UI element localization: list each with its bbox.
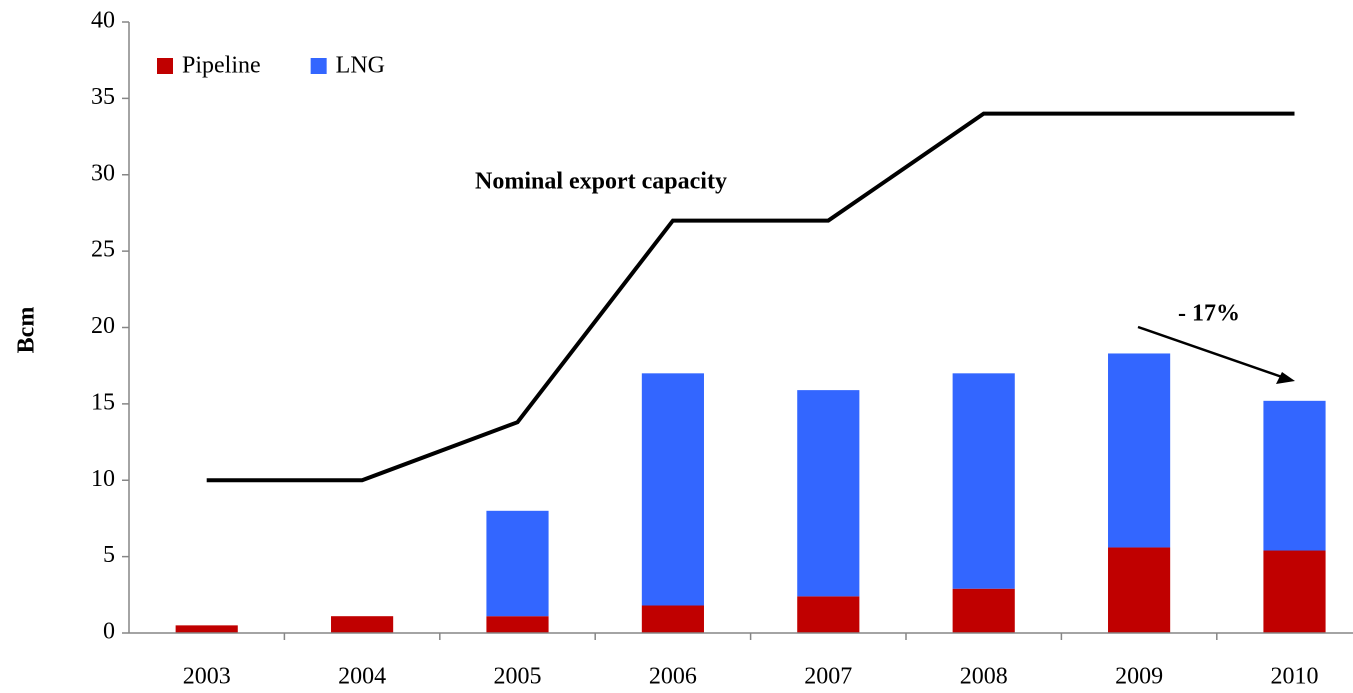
bar xyxy=(952,373,1015,589)
annotation: - 17% xyxy=(1178,301,1240,327)
bar xyxy=(331,616,394,633)
x-tick-label: 2003 xyxy=(183,664,231,690)
y-tick-label: 35 xyxy=(91,84,115,110)
x-tick-label: 2007 xyxy=(804,664,852,690)
arrow-shaft xyxy=(1137,325,1283,379)
bar xyxy=(952,588,1015,633)
legend-label: Pipeline xyxy=(182,53,261,79)
bar xyxy=(486,510,549,617)
legend-swatch xyxy=(310,58,327,74)
bar xyxy=(797,390,860,597)
bar xyxy=(486,616,549,633)
y-tick-label: 15 xyxy=(91,389,115,415)
y-tick-label: 25 xyxy=(91,237,115,263)
annotation: Nominal export capacity xyxy=(475,169,727,195)
y-tick-label: 20 xyxy=(91,313,115,339)
x-tick-label: 2010 xyxy=(1271,664,1319,690)
x-tick-label: 2009 xyxy=(1115,664,1163,690)
bar xyxy=(1263,550,1326,633)
y-tick-label: 5 xyxy=(103,542,115,568)
x-tick-label: 2005 xyxy=(494,664,542,690)
arrow-head xyxy=(1276,372,1295,384)
y-axis-label: Bcm xyxy=(14,307,40,354)
legend-label: LNG xyxy=(336,53,385,79)
x-tick-label: 2006 xyxy=(649,664,697,690)
bar xyxy=(641,373,704,606)
bar xyxy=(1108,353,1171,548)
bar xyxy=(1108,547,1171,633)
x-tick-label: 2008 xyxy=(960,664,1008,690)
x-tick-label: 2004 xyxy=(338,664,386,690)
y-tick-label: 0 xyxy=(103,619,115,645)
bar xyxy=(641,605,704,633)
y-tick-label: 10 xyxy=(91,466,115,492)
legend-swatch xyxy=(157,58,173,74)
bar xyxy=(175,625,238,633)
y-tick-label: 40 xyxy=(91,8,115,34)
bar xyxy=(1263,400,1326,551)
y-tick-label: 30 xyxy=(91,160,115,186)
capacity-line xyxy=(206,111,1295,483)
bar xyxy=(797,596,860,633)
